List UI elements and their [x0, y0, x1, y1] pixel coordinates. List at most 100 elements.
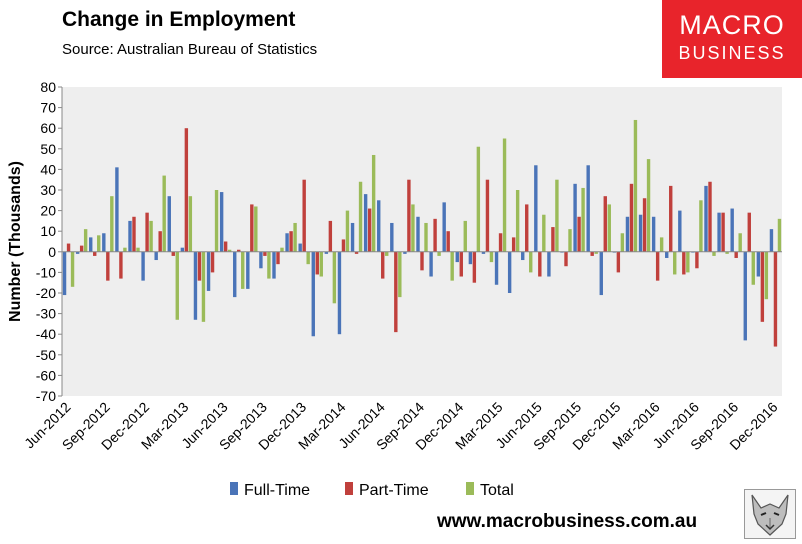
bar-full-time-sep-2014: [416, 216, 420, 252]
bar-total-nov-2014: [450, 251, 454, 281]
bar-part-time-may-2016: [682, 251, 686, 275]
bar-total-aug-2013: [254, 206, 258, 252]
bar-full-time-oct-2012: [115, 167, 119, 252]
bar-total-aug-2014: [411, 204, 415, 252]
bar-total-feb-2016: [646, 159, 651, 252]
bar-part-time-feb-2013: [171, 251, 175, 256]
bar-part-time-nov-2014: [446, 231, 450, 252]
bar-total-dec-2012: [149, 220, 153, 252]
bar-full-time-jun-2014: [377, 200, 381, 252]
bar-full-time-jul-2012: [75, 251, 80, 254]
bar-full-time-jan-2013: [154, 251, 158, 261]
footer-url-link[interactable]: www.macrobusiness.com.au: [437, 511, 698, 532]
bar-full-time-sep-2012: [102, 233, 106, 252]
bar-full-time-feb-2013: [167, 196, 171, 252]
bar-part-time-sep-2013: [263, 251, 267, 256]
bar-full-time-jun-2015: [534, 165, 538, 252]
bar-part-time-aug-2015: [564, 251, 568, 267]
bar-total-feb-2014: [332, 251, 337, 304]
bar-total-jan-2016: [633, 119, 638, 252]
bar-total-jun-2014: [385, 251, 389, 256]
bar-total-apr-2015: [515, 190, 520, 252]
bar-part-time-mar-2013: [184, 128, 189, 252]
bar-full-time-nov-2014: [442, 202, 446, 252]
bar-part-time-sep-2012: [106, 251, 110, 281]
bar-part-time-jan-2016: [629, 183, 634, 252]
bar-total-jan-2015: [476, 146, 481, 252]
bar-total-dec-2016: [777, 218, 782, 252]
bar-total-sep-2014: [424, 222, 428, 252]
bar-full-time-apr-2016: [665, 251, 669, 258]
y-tick-label: 20: [40, 203, 56, 219]
bar-total-may-2014: [371, 154, 376, 252]
bar-full-time-apr-2015: [507, 251, 512, 293]
bar-part-time-may-2014: [367, 208, 372, 252]
macrobusiness-logo[interactable]: MACRO BUSINESS: [662, 0, 802, 78]
chart-title: Change in Employment: [62, 8, 296, 31]
bar-part-time-dec-2012: [145, 212, 149, 252]
bar-full-time-dec-2013: [298, 243, 302, 252]
bar-total-jun-2012: [70, 251, 75, 287]
bar-full-time-oct-2015: [586, 165, 590, 252]
bar-part-time-aug-2016: [721, 212, 725, 252]
bar-full-time-may-2013: [206, 251, 211, 291]
y-tick-label: -70: [36, 388, 56, 404]
bar-part-time-oct-2012: [119, 251, 123, 279]
bar-part-time-nov-2016: [760, 251, 765, 322]
bar-total-nov-2015: [607, 204, 611, 252]
bar-part-time-jul-2012: [79, 245, 84, 252]
bar-full-time-mar-2013: [180, 247, 185, 252]
bar-total-jan-2013: [162, 175, 166, 252]
bar-part-time-feb-2015: [485, 179, 490, 252]
bar-total-feb-2013: [175, 251, 179, 320]
bar-full-time-nov-2012: [128, 220, 132, 252]
bar-total-oct-2012: [123, 247, 127, 252]
bar-full-time-dec-2014: [455, 251, 459, 263]
bar-total-mar-2015: [502, 138, 507, 252]
bar-part-time-dec-2014: [459, 251, 463, 277]
y-tick-label: 10: [40, 223, 56, 239]
bar-part-time-jul-2015: [551, 227, 555, 252]
bar-full-time-apr-2013: [193, 251, 198, 320]
bar-part-time-apr-2016: [669, 185, 673, 252]
bar-part-time-oct-2015: [590, 251, 594, 256]
bar-part-time-mar-2014: [341, 239, 346, 252]
y-tick-label: -40: [36, 326, 56, 342]
y-tick-label: 70: [40, 100, 56, 116]
bar-part-time-jan-2014: [315, 251, 319, 275]
bar-full-time-jul-2015: [547, 251, 551, 277]
y-tick-label: -50: [36, 347, 56, 363]
bar-part-time-nov-2013: [289, 231, 293, 252]
bar-part-time-aug-2013: [250, 204, 254, 252]
bar-total-oct-2014: [437, 251, 441, 256]
bar-part-time-sep-2014: [420, 251, 424, 271]
bar-part-time-nov-2015: [603, 196, 607, 252]
bar-total-jun-2016: [699, 200, 703, 252]
bar-full-time-mar-2015: [494, 251, 499, 285]
bar-part-time-jun-2012: [66, 243, 71, 252]
bar-full-time-oct-2014: [429, 251, 433, 277]
bar-full-time-aug-2014: [403, 251, 407, 254]
bar-total-oct-2016: [751, 251, 755, 285]
y-tick-label: -10: [36, 264, 56, 280]
bar-part-time-jun-2016: [695, 251, 699, 269]
bar-full-time-aug-2013: [246, 251, 250, 289]
bar-full-time-jan-2014: [311, 251, 315, 337]
legend-swatch-full-time: [230, 482, 238, 495]
legend-swatch-part-time: [345, 482, 353, 495]
bar-part-time-jul-2014: [394, 251, 398, 333]
bar-part-time-jun-2013: [223, 241, 228, 252]
bar-full-time-dec-2016: [769, 229, 774, 252]
bar-total-feb-2015: [489, 251, 494, 263]
bar-full-time-jan-2016: [625, 216, 630, 252]
bar-total-jul-2012: [83, 229, 88, 252]
bar-total-apr-2014: [358, 181, 363, 252]
bar-total-dec-2015: [620, 233, 625, 252]
bar-full-time-jun-2012: [62, 251, 67, 296]
bar-full-time-oct-2016: [743, 251, 747, 341]
bar-part-time-sep-2015: [577, 216, 581, 252]
bar-part-time-oct-2014: [433, 218, 437, 252]
bar-full-time-may-2015: [521, 251, 525, 261]
bar-full-time-may-2016: [678, 210, 682, 252]
bar-total-dec-2014: [463, 220, 467, 252]
